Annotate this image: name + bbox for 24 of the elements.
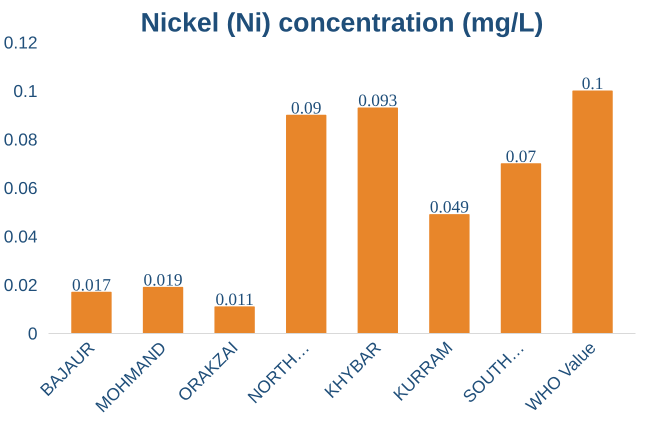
- data-label: 0.1: [582, 74, 604, 93]
- y-tick-label: 0.04: [4, 226, 38, 246]
- bar: [572, 90, 613, 334]
- y-tick-label: 0.08: [4, 130, 38, 150]
- data-label: 0.09: [291, 98, 322, 118]
- bar: [358, 107, 398, 334]
- y-tick-label: 0.1: [13, 81, 38, 101]
- chart-title: Nickel (Ni) concentration (mg/L): [140, 8, 544, 38]
- data-label: 0.017: [72, 275, 112, 294]
- y-tick-label: 0.02: [4, 275, 38, 295]
- data-label: 0.07: [506, 146, 536, 166]
- y-tick-label: 0: [28, 324, 38, 344]
- data-label: 0.011: [215, 290, 254, 309]
- bar: [286, 114, 326, 334]
- data-label: 0.019: [144, 270, 183, 290]
- y-tick-label: 0.06: [4, 178, 38, 198]
- y-tick-label: 0.12: [4, 32, 38, 52]
- bar: [71, 292, 112, 334]
- data-label: 0.093: [358, 90, 398, 110]
- bar: [142, 286, 184, 334]
- bar: [429, 214, 470, 334]
- bar: [214, 306, 255, 334]
- data-label: 0.049: [430, 198, 469, 217]
- bar: [500, 163, 542, 334]
